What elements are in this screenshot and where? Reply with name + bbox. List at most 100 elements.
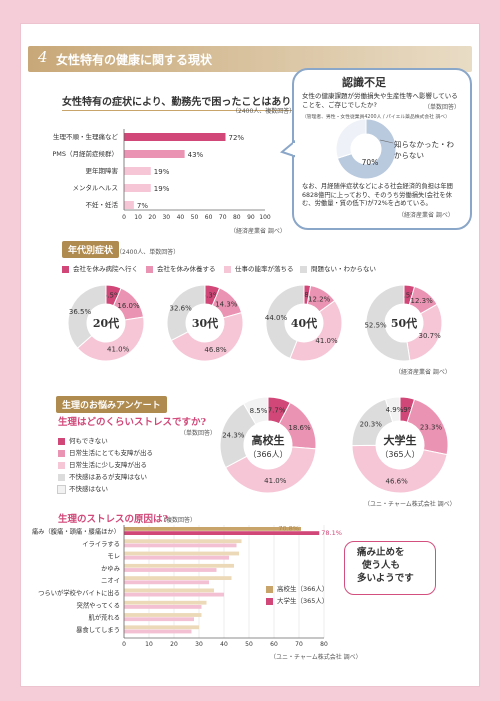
- q4-value-label-0: 70.8%: [278, 525, 299, 533]
- callout-box: [344, 541, 436, 595]
- q1-category-1: PMS（月経前症候群）: [52, 149, 118, 158]
- q3-legend-4: 不快感はない: [57, 483, 108, 494]
- q2-donut-2-label-0: 2.8%: [298, 291, 316, 299]
- q4-bar-8-1: [124, 629, 192, 634]
- q2-donut-0-label-1: 16.0%: [117, 302, 140, 310]
- q4-source: （ユニ・チャーム株式会社 調べ）: [270, 654, 362, 661]
- q1-value-label-2: 19%: [154, 168, 170, 176]
- q3-donut-1-label-4: 4.9%: [386, 406, 404, 414]
- q2-donut-1-slice-2: [170, 312, 244, 362]
- q4-xtick-8: 80: [320, 641, 328, 648]
- callout-line-0: 痛み止めを: [357, 547, 405, 558]
- q1-source: （経済産業省 調べ）: [230, 228, 286, 235]
- q4-xtick-2: 20: [170, 641, 178, 648]
- awareness-pie-value: 70%: [362, 158, 379, 167]
- q2-tag: 年代別症状: [62, 241, 120, 258]
- q1-xtick-5: 50: [191, 214, 199, 221]
- q4-category-8: 暴食してしまう: [76, 625, 120, 634]
- q4-category-1: イライラする: [82, 540, 120, 548]
- q4-xtick-1: 10: [145, 641, 153, 648]
- q3-legend-3: 不快感はあるが支障はない: [58, 471, 147, 481]
- q2-donut-2-slice-3: [265, 284, 305, 359]
- q3-donut-1-label-2: 46.6%: [385, 477, 408, 485]
- q2-donut-0-label-2: 41.0%: [107, 345, 130, 353]
- q4-category-3: かゆみ: [101, 564, 120, 572]
- q3-donut-0-slice-4: [242, 396, 269, 426]
- q1-xtick-9: 90: [247, 214, 255, 221]
- awareness-respondents: （管理者、男性・女性従業員4200人 / パイエル薬品株式会社 調べ）: [302, 115, 450, 120]
- q4-bar-6-1: [124, 605, 202, 609]
- q1-category-0: 生理不順・生理痛など: [53, 132, 119, 141]
- q2-donut-0-label-0: 6.5%: [103, 292, 121, 300]
- q1-bar-1: [124, 150, 185, 158]
- q2-center-2: 40代: [291, 316, 317, 330]
- awareness-pie-slice-0: [336, 118, 397, 180]
- q2-donut-0-label-3: 36.5%: [69, 308, 92, 316]
- q1-value-label-4: 7%: [137, 202, 148, 210]
- q4-bar-6-0: [124, 600, 207, 605]
- q1-bar-4: [124, 201, 134, 209]
- q4-xtick-3: 30: [195, 641, 203, 648]
- awareness-pie-slice-1: [335, 118, 367, 159]
- awareness-question: 女性の健康課題が労働損失や生産性等へ影響していることを、ご存じでしたか?: [302, 92, 458, 109]
- q2-donut-3-label-3: 52.5%: [364, 322, 387, 330]
- q2-legend-3: 問題ない・わからない: [300, 263, 376, 273]
- q3-note: （単数回答）: [180, 430, 217, 437]
- q2-note: （2400人、単数回答）: [116, 249, 180, 256]
- q4-bar-5-1: [124, 592, 224, 597]
- q1-value-label-3: 19%: [154, 185, 170, 193]
- q4-bar-2-1: [124, 555, 229, 560]
- q4-bar-1-1: [124, 543, 237, 548]
- q2-donut-1-slice-3: [166, 284, 206, 342]
- q1-title: 女性特有の症状により、勤務先で困ったことはありますか?: [62, 93, 328, 111]
- awareness-q-note: （単数回答）: [424, 104, 461, 111]
- q1-xtick-3: 30: [162, 214, 170, 221]
- q4-bar-3-0: [124, 563, 234, 568]
- q3-center-1-title: 大学生: [384, 433, 417, 447]
- q3-center-0-count: （366人）: [248, 450, 287, 459]
- q3-donut-1-slice-4: [384, 396, 401, 423]
- q1-value-label-0: 72%: [229, 134, 245, 142]
- q3-donut-0-label-4: 8.5%: [250, 407, 268, 415]
- q1-category-2: 更年期障害: [86, 166, 119, 175]
- q4-bar-8-0: [124, 625, 199, 630]
- q4-bar-4-0: [124, 576, 232, 580]
- q1-category-4: 不妊・妊活: [86, 200, 119, 209]
- awareness-heading: 認識不足: [342, 76, 386, 89]
- q2-donut-2-label-2: 41.0%: [315, 337, 338, 345]
- q4-xtick-4: 40: [220, 641, 228, 648]
- q4-bar-7-0: [124, 613, 202, 617]
- q1-xtick-1: 10: [134, 214, 142, 221]
- q2-donut-2-label-1: 12.2%: [308, 295, 331, 303]
- q1-xtick-10: 100: [259, 214, 271, 221]
- q4-note: （複数回答）: [160, 517, 197, 524]
- q2-donut-3-label-0: 4.5%: [399, 291, 417, 299]
- q3-donut-0-label-1: 18.6%: [288, 424, 311, 432]
- q1-bar-2: [124, 167, 151, 175]
- q1-xtick-8: 80: [233, 214, 241, 221]
- q3-donut-1-label-3: 20.3%: [360, 420, 383, 428]
- q2-donut-3-label-1: 12.3%: [411, 297, 434, 305]
- q3-donut-0-label-0: 7.7%: [268, 407, 286, 415]
- q4-category-7: 肌が荒れる: [89, 613, 120, 622]
- q3-donut-1-label-0: 4.9%: [397, 406, 415, 414]
- q3-legend-1: 日常生活にとても支障が出る: [58, 447, 153, 457]
- q3-center-1-count: （365人）: [380, 450, 419, 459]
- q2-donut-1-label-2: 46.8%: [204, 346, 227, 354]
- q2-source: （経済産業省 調べ）: [395, 369, 451, 376]
- q3-donut-1-label-1: 23.3%: [420, 423, 443, 431]
- q2-donut-3-slice-3: [365, 284, 411, 362]
- awareness-pie-leader: [379, 139, 394, 144]
- q4-xtick-0: 0: [122, 641, 126, 648]
- q4-bar-0-1: [124, 531, 320, 535]
- q2-donut-3-label-2: 30.7%: [419, 332, 442, 340]
- callout-line-1: 使う人も: [362, 560, 401, 571]
- q4-xtick-6: 60: [270, 641, 278, 648]
- q2-legend-2: 仕事の能率が落ちる: [224, 263, 294, 273]
- q1-xtick-4: 40: [177, 214, 185, 221]
- q4-bar-7-1: [124, 617, 194, 622]
- q4-legend-1: 大学生（365人）: [266, 595, 328, 605]
